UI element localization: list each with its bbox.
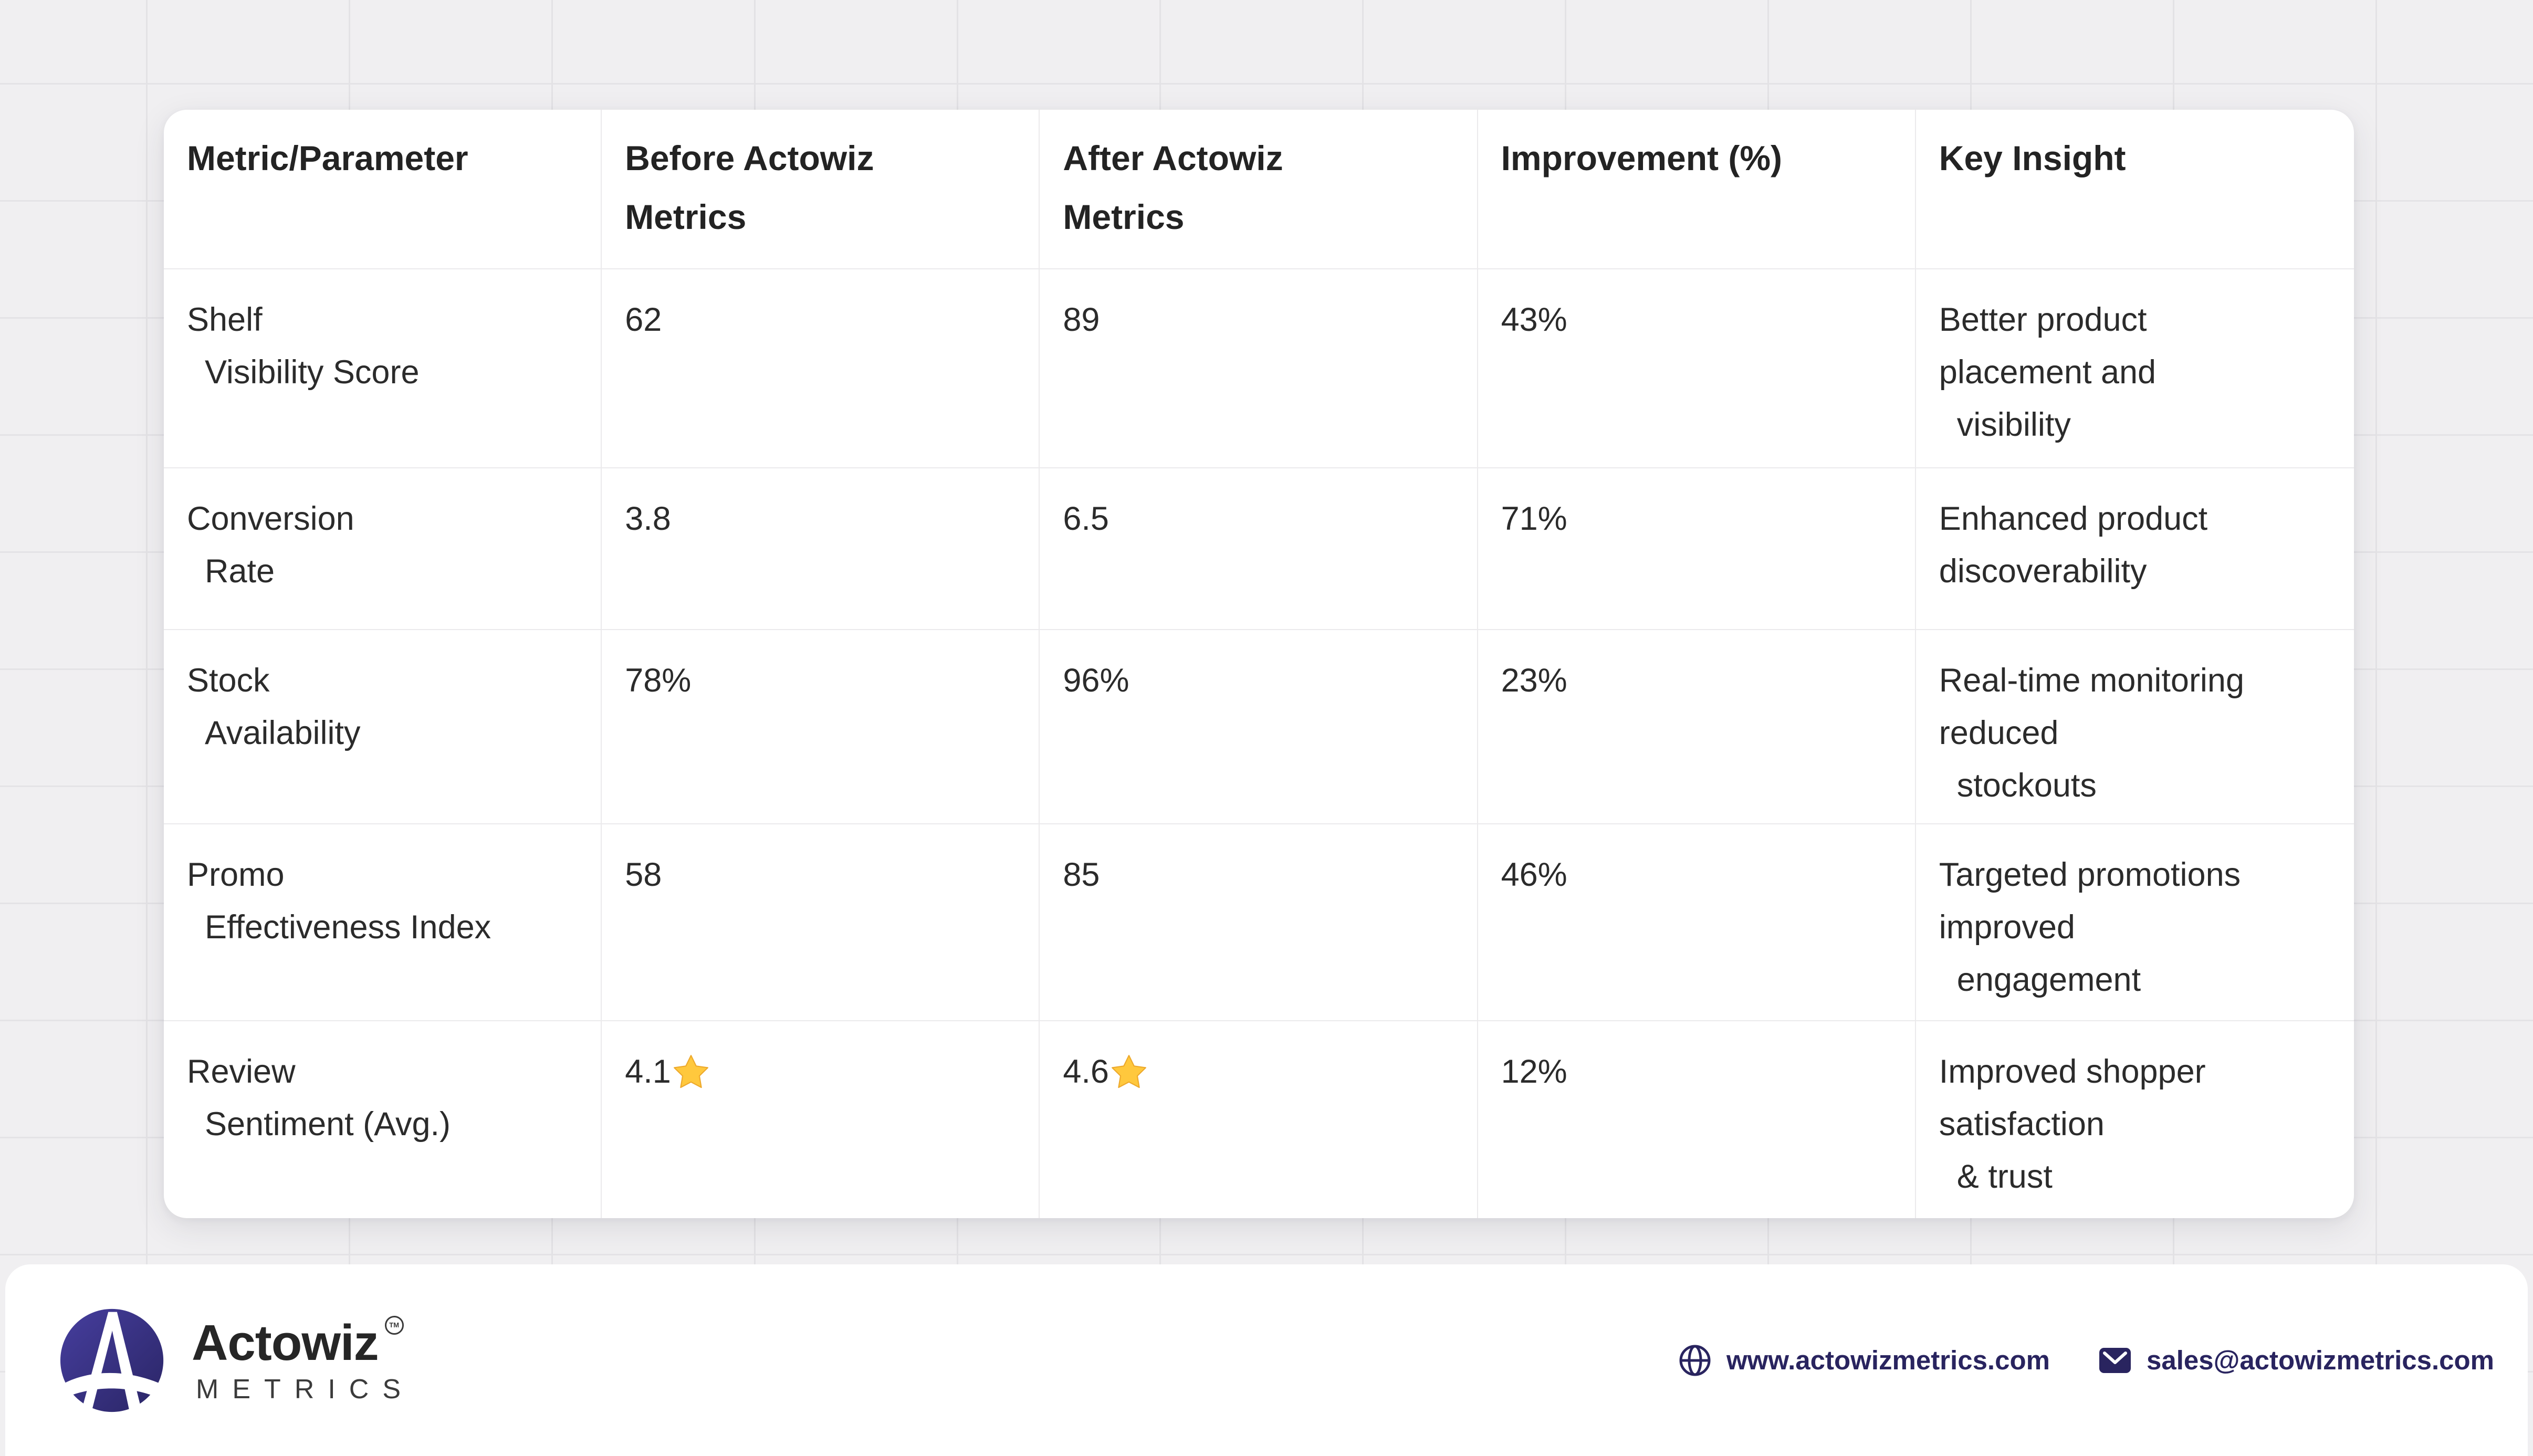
cell-metric: Review Sentiment (Avg.) xyxy=(164,1021,602,1218)
cell-text: Visibility Score xyxy=(205,354,420,391)
cell-text: discoverability xyxy=(1939,553,2147,590)
cell-insight: Improved shopper satisfaction & trust xyxy=(1916,1021,2354,1218)
cell-text: Improved shopper xyxy=(1939,1053,2206,1090)
metrics-table-card: Metric/Parameter Before Actowiz Metrics … xyxy=(164,110,2354,1218)
cell-improvement: 71% xyxy=(1478,468,1916,630)
cell-text: & trust xyxy=(1956,1158,2053,1195)
cell-before-value: 78% xyxy=(602,630,1040,824)
cell-text: improved xyxy=(1939,909,2075,946)
cell-improvement: 43% xyxy=(1478,269,1916,468)
actowiz-logo-icon xyxy=(60,1308,166,1412)
website-url: www.actowizmetrics.com xyxy=(1726,1345,2050,1375)
cell-improvement: 23% xyxy=(1478,630,1916,824)
cell-text: 58 xyxy=(625,856,662,893)
cell-text: 71% xyxy=(1501,500,1567,537)
star-icon xyxy=(673,1055,708,1088)
cell-text: 4.1 xyxy=(625,1053,671,1090)
cell-after-value: 96% xyxy=(1040,630,1478,824)
column-header-improvement: Improvement (%) xyxy=(1478,110,1916,269)
cell-text: visibility xyxy=(1956,406,2071,443)
cell-text: Rate xyxy=(205,553,275,590)
brand-text: Actowiz TM METRICS xyxy=(192,1314,414,1405)
cell-text: 23% xyxy=(1501,662,1567,699)
cell-text: Targeted promotions xyxy=(1939,856,2241,893)
footer-bar: Actowiz TM METRICS www.actowizmetrics.co… xyxy=(5,1264,2528,1456)
cell-text: Sentiment (Avg.) xyxy=(205,1106,451,1143)
cell-improvement: 46% xyxy=(1478,824,1916,1021)
cell-text: 85 xyxy=(1063,856,1100,893)
cell-text: 4.6 xyxy=(1063,1053,1109,1090)
cell-text: 96% xyxy=(1063,662,1129,699)
website-link[interactable]: www.actowizmetrics.com xyxy=(1678,1344,2050,1377)
cell-text: 6.5 xyxy=(1063,500,1109,537)
cell-before-value: 4.1 xyxy=(602,1021,1040,1218)
brand-name: Actowiz xyxy=(192,1314,379,1371)
brand-logo: Actowiz TM METRICS xyxy=(59,1307,414,1413)
cell-text: placement and xyxy=(1939,354,2157,391)
cell-text: Promo xyxy=(187,856,285,893)
star-icon xyxy=(1112,1055,1146,1088)
cell-improvement: 12% xyxy=(1478,1021,1916,1218)
cell-text: Real-time monitoring xyxy=(1939,662,2245,699)
contact-info: www.actowizmetrics.com sales@actowizmetr… xyxy=(1678,1344,2494,1377)
cell-text: Availability xyxy=(205,715,361,751)
cell-text: Stock xyxy=(187,662,270,699)
cell-before-value: 62 xyxy=(602,269,1040,468)
cell-text: 62 xyxy=(625,301,662,338)
header-label: Before Actowiz xyxy=(625,139,874,177)
cell-text: satisfaction xyxy=(1939,1106,2105,1143)
cell-before-value: 58 xyxy=(602,824,1040,1021)
column-header-insight: Key Insight xyxy=(1916,110,2354,269)
mail-icon xyxy=(2099,1347,2131,1373)
cell-text: 78% xyxy=(625,662,692,699)
header-label: After Actowiz xyxy=(1063,139,1283,177)
cell-text: 43% xyxy=(1501,301,1567,338)
cell-insight: Enhanced product discoverability xyxy=(1916,468,2354,630)
cell-text: reduced xyxy=(1939,715,2059,751)
cell-after-value: 89 xyxy=(1040,269,1478,468)
globe-icon xyxy=(1679,1345,1711,1376)
cell-insight: Real-time monitoring reduced stockouts xyxy=(1916,630,2354,824)
header-label: Metrics xyxy=(625,197,747,236)
cell-after-value: 4.6 xyxy=(1040,1021,1478,1218)
cell-text: Shelf xyxy=(187,301,263,338)
column-header-before: Before Actowiz Metrics xyxy=(602,110,1040,269)
cell-insight: Targeted promotions improved engagement xyxy=(1916,824,2354,1021)
cell-after-value: 6.5 xyxy=(1040,468,1478,630)
cell-text: Effectiveness Index xyxy=(205,909,491,946)
cell-text: Conversion xyxy=(187,500,354,537)
column-header-after: After Actowiz Metrics xyxy=(1040,110,1478,269)
cell-before-value: 3.8 xyxy=(602,468,1040,630)
trademark-icon: TM xyxy=(384,1315,404,1335)
cell-after-value: 85 xyxy=(1040,824,1478,1021)
cell-text: 12% xyxy=(1501,1053,1567,1090)
header-label: Key Insight xyxy=(1939,139,2126,177)
email-address: sales@actowizmetrics.com xyxy=(2146,1345,2494,1375)
brand-subtitle: METRICS xyxy=(196,1374,414,1405)
cell-text: 89 xyxy=(1063,301,1100,338)
header-label: Improvement (%) xyxy=(1501,139,1783,177)
cell-metric: Conversion Rate xyxy=(164,468,602,630)
cell-insight: Better product placement and visibility xyxy=(1916,269,2354,468)
cell-text: 3.8 xyxy=(625,500,671,537)
email-link[interactable]: sales@actowizmetrics.com xyxy=(2098,1344,2494,1377)
column-header-metric: Metric/Parameter xyxy=(164,110,602,269)
cell-text: Enhanced product xyxy=(1939,500,2208,537)
cell-text: 46% xyxy=(1501,856,1567,893)
cell-metric: Shelf Visibility Score xyxy=(164,269,602,468)
cell-text: Better product xyxy=(1939,301,2147,338)
header-label: Metrics xyxy=(1063,197,1185,236)
cell-text: stockouts xyxy=(1956,767,2097,804)
header-label: Metric/Parameter xyxy=(187,139,468,177)
cell-text: engagement xyxy=(1956,961,2141,998)
cell-text: Review xyxy=(187,1053,296,1090)
cell-metric: Promo Effectiveness Index xyxy=(164,824,602,1021)
cell-metric: Stock Availability xyxy=(164,630,602,824)
